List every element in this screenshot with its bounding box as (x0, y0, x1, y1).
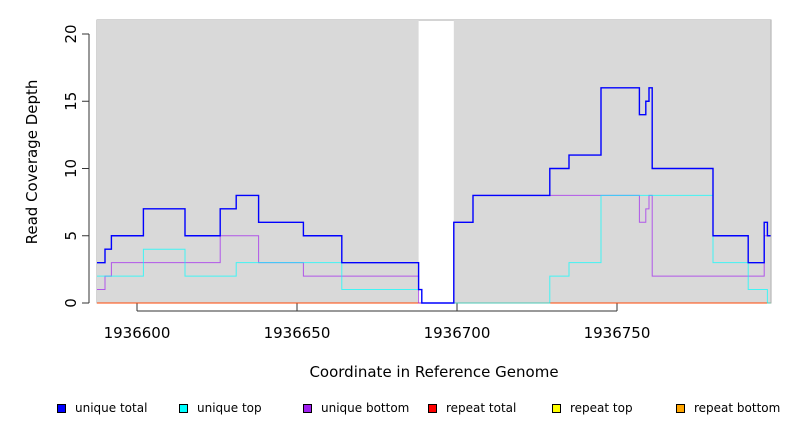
x-tick-label: 1936750 (584, 324, 651, 342)
legend-swatch (57, 403, 66, 413)
legend-item: repeat total (428, 401, 516, 415)
legend-item: unique top (179, 401, 262, 415)
legend-swatch (179, 403, 188, 413)
legend-label: repeat bottom (694, 401, 781, 415)
x-axis-label: Coordinate in Reference Genome (309, 363, 558, 381)
y-tick-label: 20 (62, 24, 80, 43)
y-tick-label: 10 (62, 159, 80, 178)
legend-label: unique top (197, 401, 262, 415)
x-tick-label: 1936600 (104, 324, 171, 342)
legend-item: repeat top (552, 401, 633, 415)
series-line-unique-total (97, 87, 771, 304)
legend-swatch (552, 403, 561, 413)
legend-label: unique bottom (321, 401, 410, 415)
legend-swatch (303, 403, 312, 413)
y-tick-label: 5 (62, 231, 80, 241)
y-tick-label: 0 (62, 298, 80, 308)
legend-swatch (428, 403, 437, 413)
y-tick-label: 15 (62, 92, 80, 111)
legend-item: unique total (57, 401, 147, 415)
series-line-unique-top (97, 194, 771, 304)
legend: unique total unique top unique bottom repea… (0, 401, 792, 417)
legend-item: unique bottom (303, 401, 409, 415)
legend-swatch (676, 403, 685, 413)
x-tick-label: 1936700 (424, 324, 491, 342)
legend-label: repeat top (570, 401, 633, 415)
legend-label: unique total (75, 401, 148, 415)
y-axis-label: Read Coverage Depth (23, 80, 41, 245)
legend-label: repeat total (446, 401, 517, 415)
x-tick-label: 1936650 (264, 324, 331, 342)
legend-item: repeat bottom (676, 401, 780, 415)
covered-region (453, 20, 771, 303)
covered-region (97, 20, 419, 303)
